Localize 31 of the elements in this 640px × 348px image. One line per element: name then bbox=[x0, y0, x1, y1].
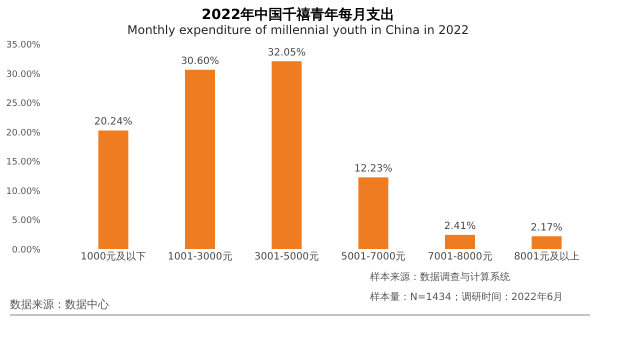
y-tick-label: 25.00% bbox=[6, 99, 41, 110]
bar bbox=[358, 177, 388, 249]
bar bbox=[185, 70, 215, 249]
data-label: 32.05% bbox=[268, 47, 306, 58]
text: 样本量：N=1434；调研时间：2022年6月 bbox=[370, 291, 564, 303]
y-tick-label: 20.00% bbox=[6, 128, 41, 138]
y-tick-label: 30.00% bbox=[6, 70, 41, 80]
x-tick-label: 1001-3000元 bbox=[168, 252, 232, 262]
x-tick-label: 8001元及以上 bbox=[514, 250, 580, 262]
x-tick-label: 1000元及以下 bbox=[80, 250, 146, 262]
y-tick-label: 5.00% bbox=[12, 216, 41, 226]
bar bbox=[98, 130, 128, 249]
y-tick-label: 15.00% bbox=[6, 158, 41, 168]
y-tick-label: 35.00% bbox=[6, 40, 41, 50]
bar bbox=[272, 61, 302, 249]
chart-title: 2022年中国千禧青年每月支出 bbox=[202, 6, 395, 23]
data-label: 2.17% bbox=[530, 222, 563, 234]
data-label: 30.60% bbox=[180, 56, 220, 67]
chart-subtitle: Monthly expenditure of millennial youth in China in 2022 bbox=[127, 23, 469, 37]
data-label: 2.41% bbox=[444, 220, 476, 232]
x-tick-label: 5001-7000元 bbox=[341, 252, 406, 262]
source-note: 数据来源：数据中心 bbox=[10, 298, 109, 311]
data-label: 12.23% bbox=[354, 163, 392, 174]
x-tick-label: 3001-5000元 bbox=[254, 252, 319, 262]
y-tick-label: 0.00% bbox=[12, 246, 41, 256]
bar bbox=[445, 234, 475, 249]
x-tick-label: 7001-8000元 bbox=[428, 252, 492, 262]
bar bbox=[532, 236, 562, 249]
data-label: 20.24% bbox=[94, 116, 132, 128]
text: 样本来源：数据调查与计算系统 bbox=[370, 271, 510, 283]
y-tick-label: 10.00% bbox=[6, 186, 41, 197]
